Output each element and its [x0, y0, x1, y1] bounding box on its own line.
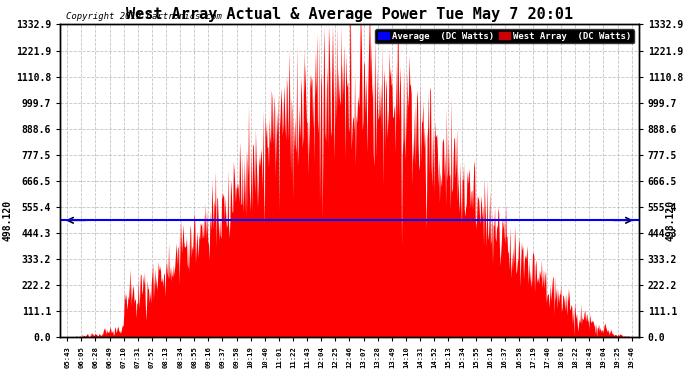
- Legend: Average  (DC Watts), West Array  (DC Watts): Average (DC Watts), West Array (DC Watts…: [375, 29, 634, 44]
- Text: Copyright 2019 Cartronics.com: Copyright 2019 Cartronics.com: [66, 12, 222, 21]
- Text: 498.120: 498.120: [666, 200, 676, 241]
- Text: 498.120: 498.120: [3, 200, 13, 241]
- Title: West Array Actual & Average Power Tue May 7 20:01: West Array Actual & Average Power Tue Ma…: [126, 7, 573, 22]
